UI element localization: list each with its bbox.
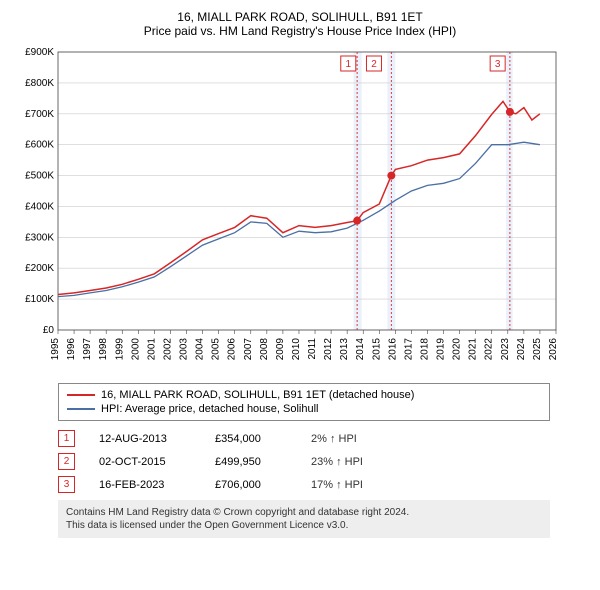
- svg-text:£700K: £700K: [25, 109, 54, 120]
- marker-row-3: 3 16-FEB-2023 £706,000 17% ↑ HPI: [58, 473, 550, 496]
- svg-text:3: 3: [495, 59, 501, 70]
- chart-container: £0 £100K £200K £300K £400K £500K £600K £700K £80…: [10, 44, 590, 377]
- marker-price-1: £354,000: [215, 433, 287, 445]
- svg-text:2026: 2026: [548, 338, 559, 361]
- svg-text:2010: 2010: [291, 338, 302, 361]
- marker-badge-2: 2: [58, 453, 75, 470]
- svg-text:2016: 2016: [387, 338, 398, 361]
- svg-text:2024: 2024: [516, 338, 527, 361]
- footer-line-2: This data is licensed under the Open Gov…: [66, 519, 542, 532]
- svg-text:2014: 2014: [355, 338, 366, 361]
- svg-text:£200K: £200K: [25, 263, 54, 274]
- marker-badge-1: 1: [58, 430, 75, 447]
- svg-text:2012: 2012: [323, 338, 334, 361]
- svg-text:2013: 2013: [339, 338, 350, 361]
- svg-text:2021: 2021: [468, 338, 479, 361]
- svg-text:2023: 2023: [500, 338, 511, 361]
- svg-text:1995: 1995: [50, 338, 61, 361]
- chart-subtitle: Price paid vs. HM Land Registry's House …: [10, 24, 590, 38]
- svg-text:2001: 2001: [146, 338, 157, 361]
- svg-text:£900K: £900K: [25, 47, 54, 58]
- svg-text:2020: 2020: [452, 338, 463, 361]
- svg-text:£0: £0: [43, 325, 55, 336]
- price-chart: £0 £100K £200K £300K £400K £500K £600K £700K £80…: [10, 44, 570, 374]
- footer-line-1: Contains HM Land Registry data © Crown c…: [66, 506, 542, 519]
- svg-text:1998: 1998: [98, 338, 109, 361]
- svg-text:1997: 1997: [82, 338, 93, 361]
- legend-label-property: 16, MIALL PARK ROAD, SOLIHULL, B91 1ET (…: [101, 389, 414, 401]
- svg-text:1999: 1999: [114, 338, 125, 361]
- svg-text:1: 1: [345, 59, 351, 70]
- marker-price-3: £706,000: [215, 479, 287, 491]
- svg-text:2003: 2003: [179, 338, 190, 361]
- svg-text:£100K: £100K: [25, 294, 54, 305]
- svg-text:£800K: £800K: [25, 78, 54, 89]
- svg-text:2025: 2025: [532, 338, 543, 361]
- legend-label-hpi: HPI: Average price, detached house, Soli…: [101, 403, 319, 415]
- marker-date-2: 02-OCT-2015: [99, 456, 191, 468]
- svg-text:£400K: £400K: [25, 201, 54, 212]
- svg-text:2005: 2005: [211, 338, 222, 361]
- footer: Contains HM Land Registry data © Crown c…: [58, 500, 550, 538]
- marker-diff-3: 17% ↑ HPI: [311, 479, 363, 491]
- svg-text:2002: 2002: [162, 338, 173, 361]
- legend-swatch-property: [67, 394, 95, 396]
- marker-row-1: 1 12-AUG-2013 £354,000 2% ↑ HPI: [58, 427, 550, 450]
- svg-text:2011: 2011: [307, 338, 318, 360]
- svg-text:2008: 2008: [259, 338, 270, 361]
- svg-text:2006: 2006: [227, 338, 238, 361]
- marker-row-2: 2 02-OCT-2015 £499,950 23% ↑ HPI: [58, 450, 550, 473]
- svg-text:2019: 2019: [436, 338, 447, 361]
- svg-text:£300K: £300K: [25, 232, 54, 243]
- legend: 16, MIALL PARK ROAD, SOLIHULL, B91 1ET (…: [58, 383, 550, 421]
- marker-price-2: £499,950: [215, 456, 287, 468]
- svg-text:2004: 2004: [195, 338, 206, 361]
- svg-text:£600K: £600K: [25, 140, 54, 151]
- svg-text:2: 2: [371, 59, 377, 70]
- svg-text:2022: 2022: [484, 338, 495, 361]
- svg-text:2007: 2007: [243, 338, 254, 361]
- marker-diff-1: 2% ↑ HPI: [311, 433, 357, 445]
- svg-text:2000: 2000: [130, 338, 141, 361]
- legend-item-hpi: HPI: Average price, detached house, Soli…: [67, 402, 541, 416]
- legend-item-property: 16, MIALL PARK ROAD, SOLIHULL, B91 1ET (…: [67, 388, 541, 402]
- legend-swatch-hpi: [67, 408, 95, 410]
- svg-text:1996: 1996: [66, 338, 77, 361]
- marker-badge-3: 3: [58, 476, 75, 493]
- marker-date-3: 16-FEB-2023: [99, 479, 191, 491]
- svg-text:2017: 2017: [403, 338, 414, 361]
- svg-text:2015: 2015: [371, 338, 382, 361]
- svg-text:£500K: £500K: [25, 171, 54, 182]
- svg-text:2009: 2009: [275, 338, 286, 361]
- marker-diff-2: 23% ↑ HPI: [311, 456, 363, 468]
- markers-table: 1 12-AUG-2013 £354,000 2% ↑ HPI 2 02-OCT…: [58, 427, 550, 496]
- marker-date-1: 12-AUG-2013: [99, 433, 191, 445]
- chart-title: 16, MIALL PARK ROAD, SOLIHULL, B91 1ET: [10, 10, 590, 24]
- svg-text:2018: 2018: [419, 338, 430, 361]
